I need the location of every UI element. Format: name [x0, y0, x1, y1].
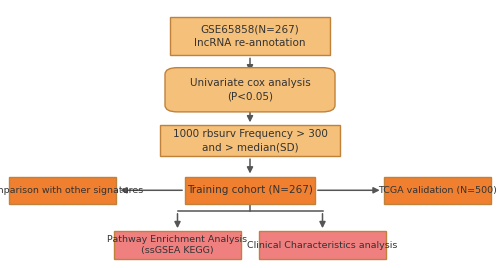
FancyBboxPatch shape: [165, 68, 335, 112]
Text: TCGA validation (N=500): TCGA validation (N=500): [378, 186, 497, 195]
FancyBboxPatch shape: [384, 177, 491, 204]
Text: Univariate cox analysis
(P<0.05): Univariate cox analysis (P<0.05): [190, 78, 310, 101]
Text: GSE65858(N=267)
lncRNA re-annotation: GSE65858(N=267) lncRNA re-annotation: [194, 25, 306, 48]
FancyBboxPatch shape: [259, 231, 386, 259]
FancyBboxPatch shape: [170, 17, 330, 55]
Text: Clinical Characteristics analysis: Clinical Characteristics analysis: [248, 241, 398, 250]
FancyBboxPatch shape: [185, 177, 315, 204]
Text: Pathway Enrichment Analysis
(ssGSEA KEGG): Pathway Enrichment Analysis (ssGSEA KEGG…: [108, 235, 248, 255]
FancyBboxPatch shape: [160, 125, 340, 156]
Text: Training cohort (N=267): Training cohort (N=267): [187, 185, 313, 195]
Text: Comparison with other signatures: Comparison with other signatures: [0, 186, 143, 195]
Text: 1000 rbsurv Frequency > 300
and > median(SD): 1000 rbsurv Frequency > 300 and > median…: [172, 129, 328, 152]
FancyBboxPatch shape: [9, 177, 116, 204]
FancyBboxPatch shape: [114, 231, 241, 259]
